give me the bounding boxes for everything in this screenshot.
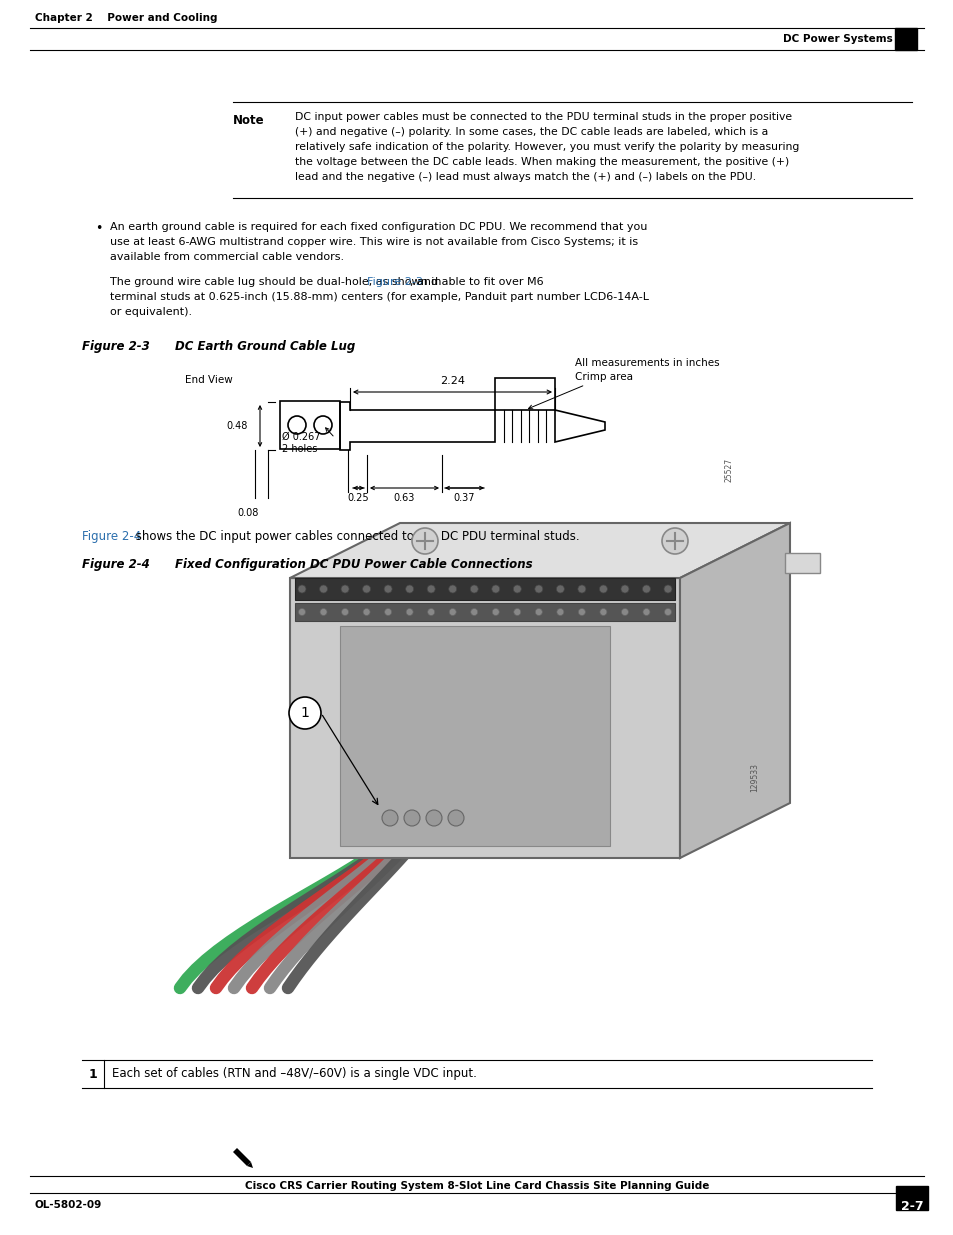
Circle shape (578, 609, 585, 615)
Text: 0.25: 0.25 (347, 493, 369, 503)
Text: 0.37: 0.37 (454, 493, 475, 503)
Circle shape (341, 585, 349, 593)
Circle shape (556, 585, 564, 593)
Circle shape (297, 585, 306, 593)
Text: All measurements in inches: All measurements in inches (575, 358, 720, 368)
Circle shape (470, 609, 477, 615)
Text: Ø 0.267: Ø 0.267 (282, 432, 320, 442)
Circle shape (557, 609, 563, 615)
Text: 1: 1 (300, 706, 309, 720)
Text: Figure 2-4: Figure 2-4 (82, 558, 150, 571)
Circle shape (491, 585, 499, 593)
Text: 0.63: 0.63 (394, 493, 415, 503)
Circle shape (620, 609, 628, 615)
Circle shape (535, 609, 541, 615)
Text: the voltage between the DC cable leads. When making the measurement, the positiv: the voltage between the DC cable leads. … (294, 157, 788, 167)
Text: 25527: 25527 (724, 458, 733, 482)
Text: The ground wire cable lug should be dual-hole, as shown in: The ground wire cable lug should be dual… (110, 277, 444, 287)
Text: DC input power cables must be connected to the PDU terminal studs in the proper : DC input power cables must be connected … (294, 112, 791, 122)
Bar (294, 578, 675, 600)
Circle shape (664, 609, 671, 615)
Circle shape (384, 609, 392, 615)
Circle shape (363, 609, 370, 615)
Text: Note: Note (233, 114, 264, 127)
Circle shape (298, 609, 305, 615)
Text: lead and the negative (–) lead must always match the (+) and (–) labels on the P: lead and the negative (–) lead must alwa… (294, 172, 756, 182)
Text: , and able to fit over M6: , and able to fit over M6 (410, 277, 543, 287)
Bar (495, 378, 555, 410)
Text: 129533: 129533 (749, 763, 759, 793)
Text: shows the DC input power cables connected to the DC PDU terminal studs.: shows the DC input power cables connecte… (132, 530, 579, 543)
Circle shape (470, 585, 477, 593)
Circle shape (427, 585, 435, 593)
Text: Figure 2-3: Figure 2-3 (366, 277, 422, 287)
Circle shape (514, 609, 520, 615)
Text: An earth ground cable is required for each fixed configuration DC PDU. We recomm: An earth ground cable is required for ea… (110, 222, 647, 232)
Text: •: • (95, 222, 102, 235)
Circle shape (641, 585, 650, 593)
Text: available from commercial cable vendors.: available from commercial cable vendors. (110, 252, 344, 262)
Text: Figure 2-4: Figure 2-4 (82, 530, 141, 543)
Text: Fixed Configuration DC PDU Power Cable Connections: Fixed Configuration DC PDU Power Cable C… (174, 558, 532, 571)
Circle shape (406, 609, 413, 615)
Circle shape (405, 585, 414, 593)
Polygon shape (247, 1162, 253, 1168)
Text: DC Power Systems: DC Power Systems (782, 35, 892, 44)
Circle shape (412, 529, 437, 555)
Text: 0.08: 0.08 (237, 508, 258, 517)
Polygon shape (290, 522, 789, 578)
Circle shape (362, 585, 370, 593)
Bar (290, 578, 679, 858)
Text: (+) and negative (–) polarity. In some cases, the DC cable leads are labeled, wh: (+) and negative (–) polarity. In some c… (294, 127, 767, 137)
Circle shape (620, 585, 628, 593)
Circle shape (319, 585, 327, 593)
Bar (280, 401, 339, 450)
Circle shape (598, 585, 607, 593)
Text: Chapter 2    Power and Cooling: Chapter 2 Power and Cooling (35, 14, 217, 23)
Circle shape (661, 529, 687, 555)
Polygon shape (233, 1149, 251, 1166)
Polygon shape (679, 522, 789, 858)
Circle shape (448, 585, 456, 593)
Circle shape (381, 810, 397, 826)
Text: 2 holes: 2 holes (282, 445, 317, 454)
Circle shape (492, 609, 498, 615)
Circle shape (403, 810, 419, 826)
Bar (339, 626, 609, 846)
Text: Figure 2-3: Figure 2-3 (82, 340, 150, 353)
Text: use at least 6-AWG multistrand copper wire. This wire is not available from Cisc: use at least 6-AWG multistrand copper wi… (110, 237, 638, 247)
Bar (894, 28, 916, 49)
Circle shape (426, 810, 441, 826)
Circle shape (513, 585, 520, 593)
Bar (294, 603, 675, 621)
Polygon shape (784, 553, 820, 573)
Text: 1: 1 (89, 1067, 97, 1081)
Circle shape (599, 609, 606, 615)
Circle shape (535, 585, 542, 593)
Circle shape (289, 697, 320, 729)
Text: DC Earth Ground Cable Lug: DC Earth Ground Cable Lug (174, 340, 355, 353)
Text: or equivalent).: or equivalent). (110, 308, 192, 317)
Circle shape (384, 585, 392, 593)
Text: 2-7: 2-7 (900, 1200, 923, 1214)
Circle shape (448, 810, 463, 826)
Circle shape (663, 585, 671, 593)
Text: Each set of cables (RTN and –48V/–60V) is a single VDC input.: Each set of cables (RTN and –48V/–60V) i… (112, 1067, 476, 1081)
Circle shape (578, 585, 585, 593)
Circle shape (642, 609, 649, 615)
Text: End View: End View (185, 375, 233, 385)
Text: relatively safe indication of the polarity. However, you must verify the polarit: relatively safe indication of the polari… (294, 142, 799, 152)
Text: terminal studs at 0.625-inch (15.88-mm) centers (for example, Panduit part numbe: terminal studs at 0.625-inch (15.88-mm) … (110, 291, 648, 303)
Text: Crimp area: Crimp area (528, 372, 633, 409)
Circle shape (319, 609, 327, 615)
Circle shape (427, 609, 435, 615)
Text: Cisco CRS Carrier Routing System 8-Slot Line Card Chassis Site Planning Guide: Cisco CRS Carrier Routing System 8-Slot … (245, 1181, 708, 1191)
Text: 2.24: 2.24 (439, 375, 464, 387)
Bar (895, 1186, 927, 1210)
Circle shape (341, 609, 348, 615)
Text: 0.48: 0.48 (227, 421, 248, 431)
Text: OL-5802-09: OL-5802-09 (35, 1200, 102, 1210)
Circle shape (449, 609, 456, 615)
